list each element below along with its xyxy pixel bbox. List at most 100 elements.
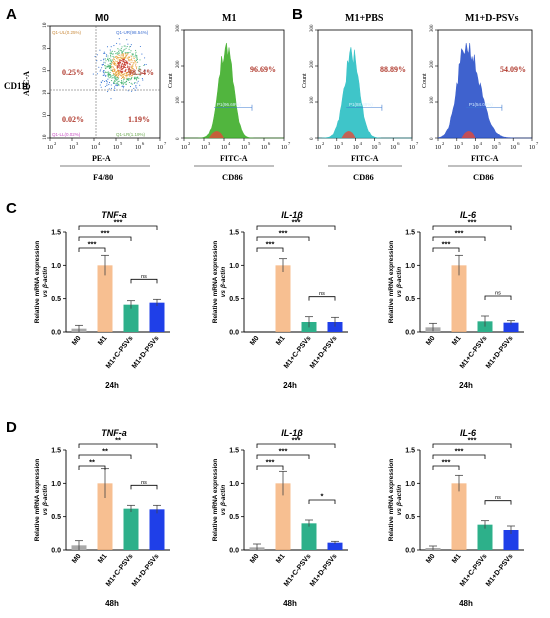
histogram-x-marker-label: CD86 (473, 172, 494, 182)
scatter-event (120, 47, 122, 50)
scatter-event (113, 56, 115, 58)
scatter-event (125, 83, 127, 85)
scatter-event (128, 79, 130, 81)
scatter-event (135, 66, 137, 68)
scatter-event (96, 73, 98, 75)
scatter-event (136, 54, 138, 56)
significance-label: ns (141, 480, 147, 486)
m0-y-tick-label: 10 (42, 45, 48, 51)
histogram-y-tick-label: 100 (310, 96, 315, 104)
histogram-x-tick-label: 10 (353, 145, 359, 151)
scatter-event (129, 68, 131, 71)
significance-bracket (78, 247, 106, 252)
histogram-y-tick-label: 0 (310, 137, 315, 140)
histogram-x-tick-exp: 2 (442, 141, 444, 146)
histogram-x-tick-label: 10 (334, 145, 340, 151)
y-tick-label: 1.0 (229, 263, 239, 270)
y-tick-label: 1.5 (405, 230, 415, 237)
scatter-event (133, 78, 135, 80)
x-axis-label: 24h (459, 381, 473, 390)
scatter-event (109, 52, 111, 54)
significance-bracket (256, 443, 336, 448)
scatter-event (126, 80, 128, 82)
histogram-x-tick-exp: 5 (248, 141, 251, 146)
scatter-event (118, 56, 120, 59)
category-label: M1+D-PSVs (309, 553, 339, 588)
scatter-event (113, 57, 115, 59)
category-label: M1+D-PSVs (485, 335, 515, 370)
significance-bracket (256, 225, 336, 230)
scatter-event (111, 50, 113, 52)
scatter-event (119, 62, 121, 64)
panel-letter-a: A (6, 6, 17, 23)
scatter-event (115, 76, 117, 79)
scatter-event (117, 69, 119, 72)
scatter-event (113, 45, 115, 47)
scatter-event (98, 66, 100, 68)
m0-x-tick-label: 10 (47, 145, 53, 151)
scatter-event (109, 62, 111, 64)
scatter-event (126, 57, 128, 59)
significance-bracket (308, 296, 336, 301)
scatter-event (107, 64, 109, 66)
scatter-event (118, 80, 120, 82)
scatter-event (106, 81, 108, 83)
scatter-event (118, 49, 120, 51)
scatter-event (125, 70, 127, 72)
scatter-event (115, 78, 117, 80)
scatter-event (131, 56, 133, 58)
scatter-event (135, 59, 138, 61)
scatter-event (125, 47, 127, 49)
histogram-y-tick-label: 300 (430, 24, 435, 32)
scatter-event (126, 75, 129, 77)
y-axis-label-2: vs β-actin (396, 267, 403, 297)
y-tick-label: 0.0 (51, 548, 61, 555)
significance-bracket (78, 465, 106, 470)
scatter-event (103, 72, 105, 74)
scatter-event (116, 85, 118, 87)
scatter-event (107, 72, 109, 74)
scatter-event (118, 38, 120, 40)
scatter-event (128, 63, 130, 65)
bar-m1 (451, 265, 467, 332)
m0-x-tick-exp: 2 (54, 141, 56, 146)
m0-x-tick-label: 10 (91, 145, 97, 151)
scatter-event (129, 70, 131, 72)
scatter-event (122, 75, 124, 77)
scatter-event (118, 52, 120, 54)
y-tick-label: 0.5 (51, 296, 61, 303)
scatter-event (115, 70, 117, 73)
scatter-event (125, 69, 127, 71)
scatter-event (126, 79, 128, 81)
x-axis-label: 48h (105, 599, 119, 608)
histogram-panel-2: M1+D-PSVs 0 100 200 300 Count P1(54.09%) 54.09%… (422, 13, 539, 182)
scatter-event (125, 52, 127, 54)
significance-label: *** (292, 436, 301, 445)
category-label: M1 (451, 335, 463, 347)
y-tick-label: 0.0 (229, 330, 239, 337)
histogram-x-tick-exp: 5 (378, 141, 381, 146)
scatter-event (110, 69, 112, 71)
scatter-event (110, 53, 112, 55)
category-label: M1+D-PSVs (309, 335, 339, 370)
significance-label: *** (279, 229, 288, 238)
bar-m1 (451, 483, 467, 550)
scatter-event (120, 66, 122, 69)
histogram-x-tick-exp: 3 (461, 141, 464, 146)
y-tick-label: 1.0 (51, 263, 61, 270)
scatter-event (124, 70, 126, 73)
scatter-event (116, 79, 118, 81)
scatter-event (118, 76, 120, 78)
scatter-event (103, 51, 105, 53)
scatter-event (133, 57, 135, 59)
scatter-event (123, 67, 125, 69)
scatter-event (133, 62, 135, 64)
scatter-event (127, 61, 129, 63)
scatter-event (116, 66, 118, 69)
bar-chart-d-2: IL-1β 0.0 0.5 1.0 1.5 Relative mRNA expressio… (212, 428, 348, 608)
m0-x-tick-label: 10 (135, 145, 141, 151)
scatter-event (119, 71, 121, 73)
scatter-event (112, 76, 114, 78)
histogram-x-tick-exp: 2 (188, 141, 190, 146)
scatter-event (123, 70, 125, 72)
